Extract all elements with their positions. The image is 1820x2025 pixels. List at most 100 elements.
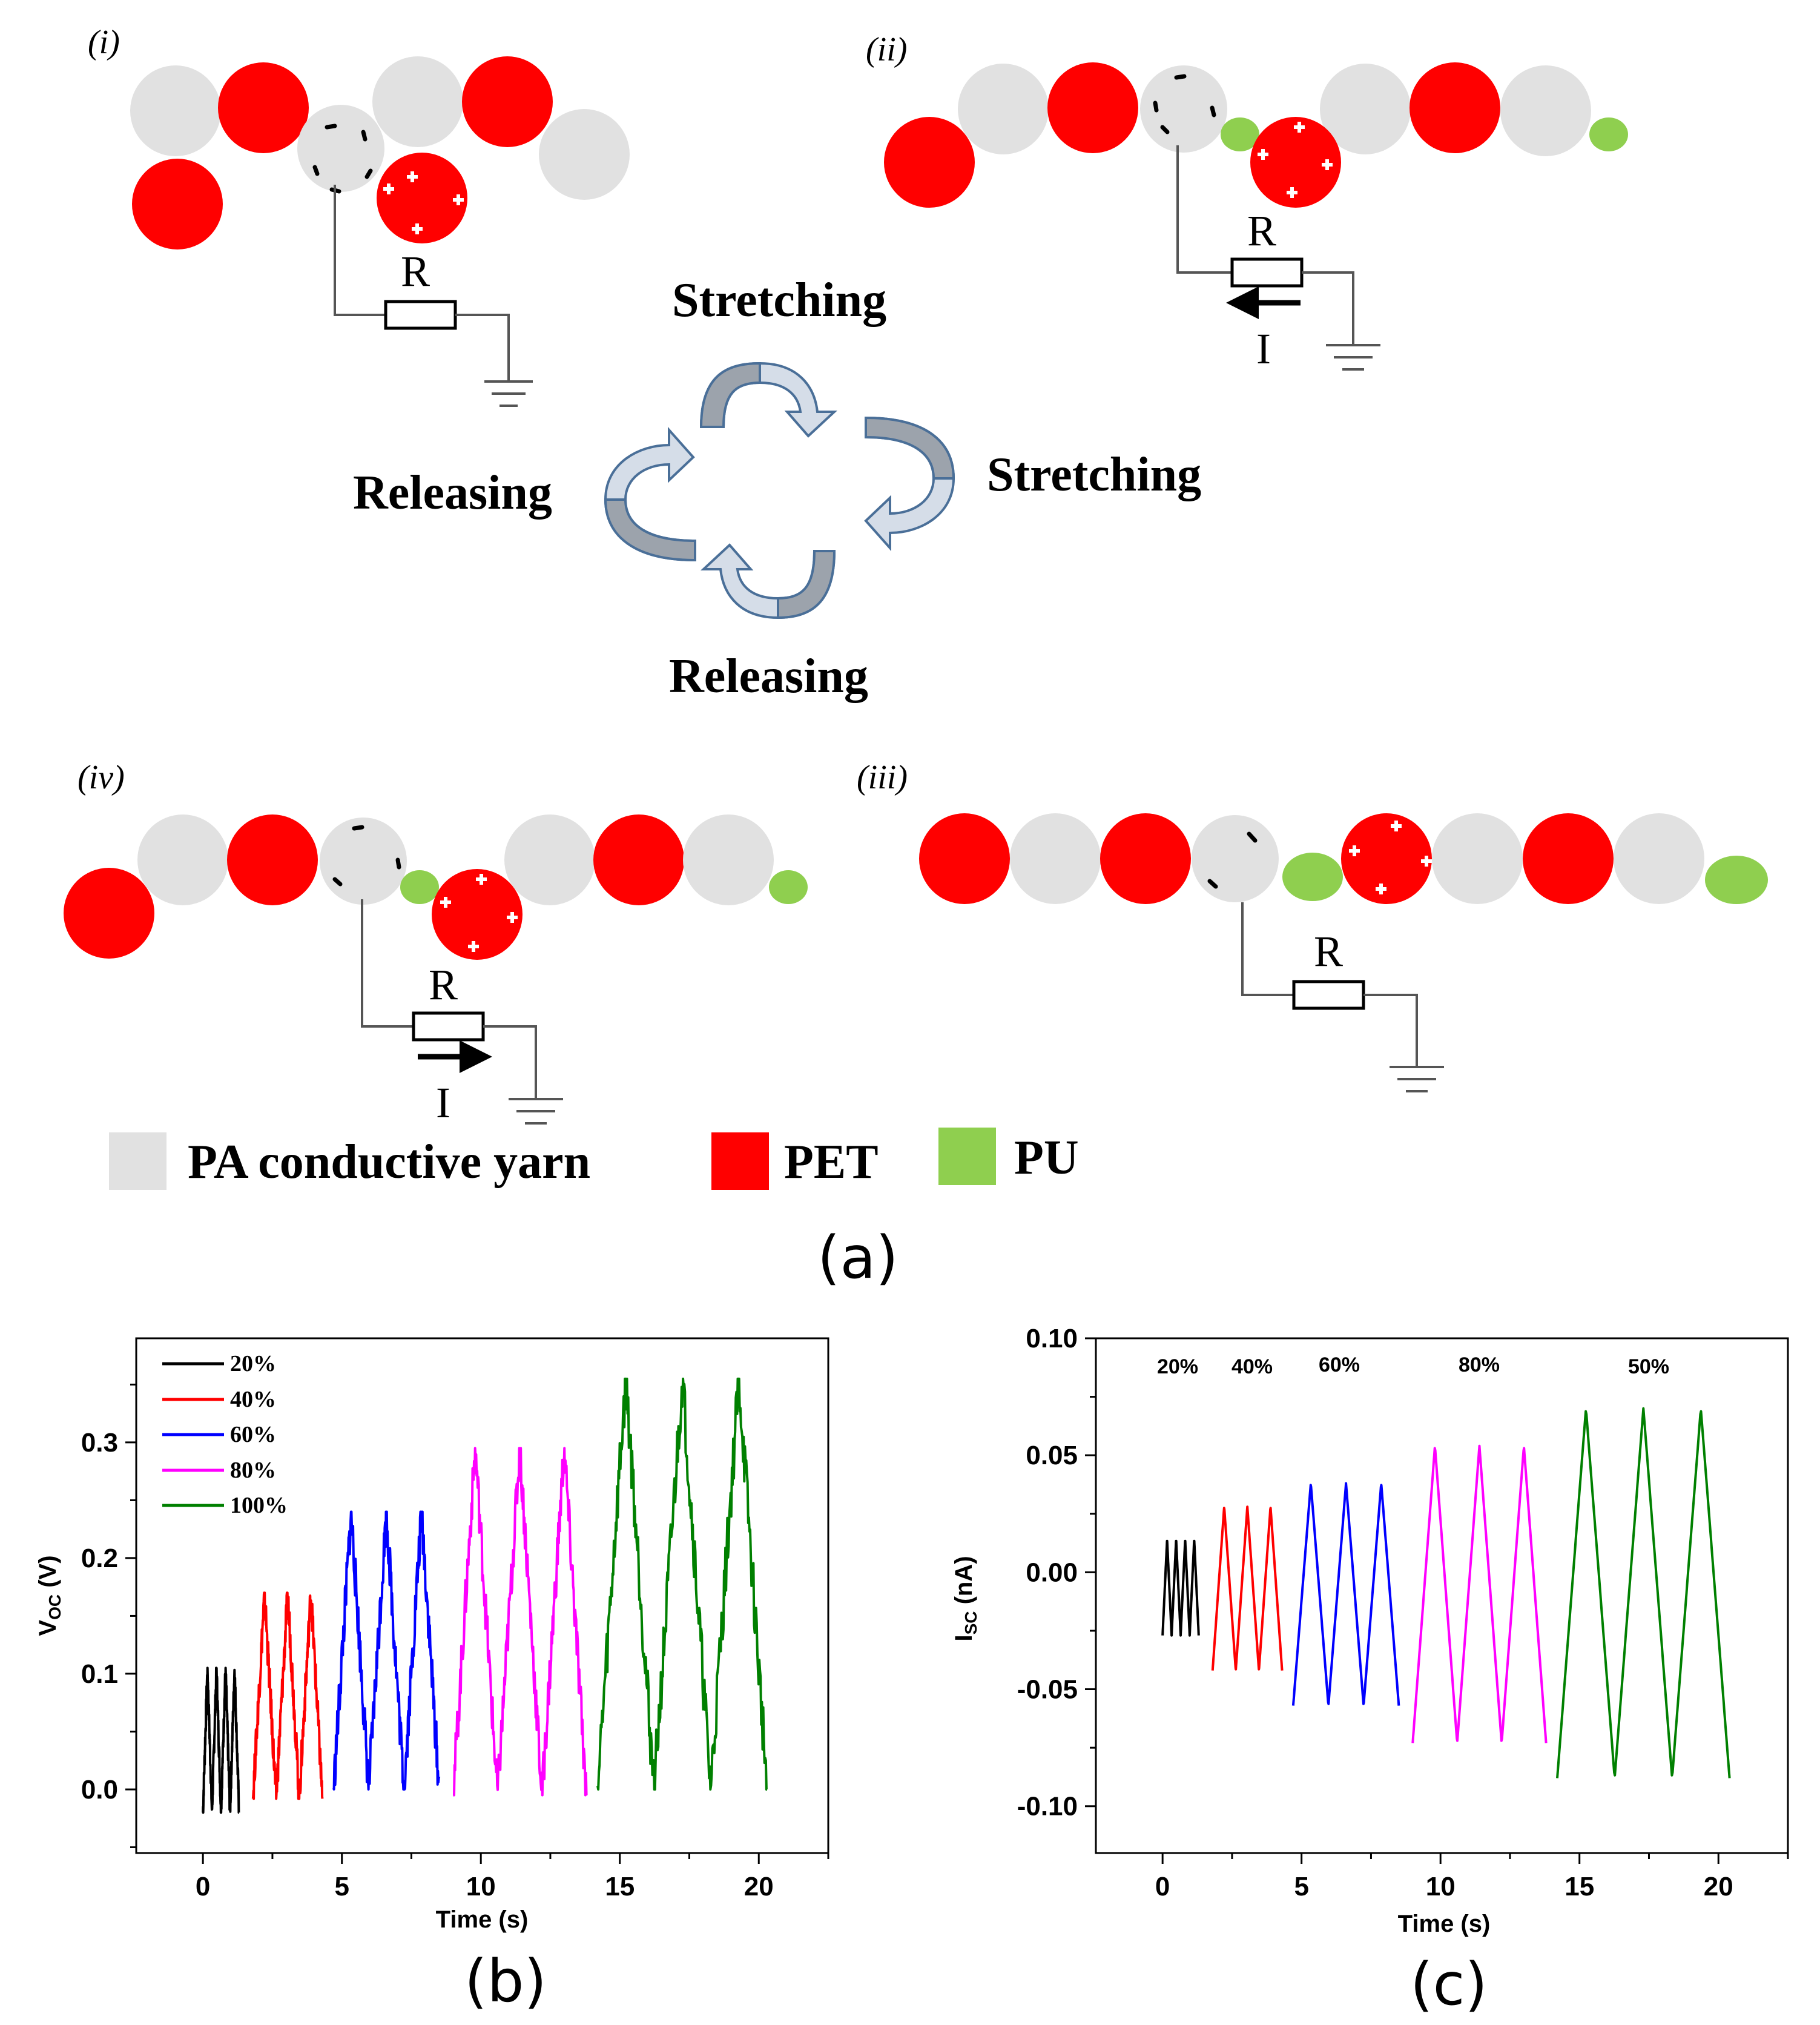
arrow-right-band xyxy=(865,416,955,480)
state-iii-label: (iii) xyxy=(857,759,908,796)
label-releasing-bottom: Releasing xyxy=(669,650,868,703)
pa-yarn-circle xyxy=(683,814,774,905)
annotation-80: 80% xyxy=(1459,1353,1500,1376)
x-tick-label: 20 xyxy=(1704,1872,1733,1901)
annotation-60: 60% xyxy=(1319,1353,1360,1376)
state-iv: (iv) xyxy=(64,759,808,1127)
series-line-100 xyxy=(1556,1407,1731,1779)
resistor-label: R xyxy=(1314,927,1343,976)
arrow-top-band xyxy=(699,362,761,428)
chart-c: 0 5 10 15 20 -0.10 -0.05 0.00 0.05 0.10 20% 40% 6… xyxy=(951,1324,1789,2018)
x-tick-label: 20 xyxy=(744,1872,774,1901)
legend-label-pu: PU xyxy=(1014,1131,1079,1184)
pet-circle xyxy=(1410,62,1500,153)
legend-label-60: 60% xyxy=(230,1422,276,1447)
pu-particle xyxy=(769,870,808,904)
positive-charges xyxy=(440,874,518,952)
series-line-80 xyxy=(1411,1444,1548,1743)
legend-label-20: 20% xyxy=(230,1351,276,1376)
x-tick-label: 10 xyxy=(466,1872,496,1901)
chart-b-ticks: 0 5 10 15 20 0.0 0.1 0.2 0.3 xyxy=(81,1383,829,1901)
pet-circle xyxy=(462,56,553,147)
resistor-label: R xyxy=(401,247,430,296)
pa-yarn-circle xyxy=(1320,64,1411,154)
series-line-100 xyxy=(596,1377,768,1791)
pet-circle-charged xyxy=(432,869,523,960)
series-line-20 xyxy=(202,1667,240,1814)
y-tick-label: 0.3 xyxy=(81,1428,118,1458)
chart-b-legend: 20% 40% 60% 80% 100% xyxy=(162,1351,288,1518)
legend-label-100: 100% xyxy=(230,1493,288,1518)
negative-charges xyxy=(1153,74,1216,134)
pa-yarn-circle xyxy=(1010,813,1101,904)
y-tick-label: 0.0 xyxy=(81,1775,118,1805)
label-stretching-right: Stretching xyxy=(987,448,1201,501)
y-tick-label: 0.2 xyxy=(81,1544,118,1573)
state-iv-label: (iv) xyxy=(77,759,125,796)
y-tick-label: -0.05 xyxy=(1017,1675,1078,1705)
chart-c-ticks: 0 5 10 15 20 -0.10 -0.05 0.00 0.05 0.10 xyxy=(1017,1324,1789,1901)
y-tick-label: 0.1 xyxy=(81,1659,118,1689)
chart-c-frame xyxy=(1095,1337,1789,1854)
state-i-label: (i) xyxy=(88,24,120,61)
pet-circle xyxy=(919,813,1010,904)
x-tick-label: 5 xyxy=(1294,1872,1308,1901)
pet-circle xyxy=(884,117,975,208)
pa-yarn-electrode xyxy=(1140,65,1227,153)
panel-c-label: (c) xyxy=(1410,1951,1488,2018)
chart-c-annotations: 20% 40% 60% 80% 50% xyxy=(1157,1353,1669,1378)
pa-yarn-circle xyxy=(539,109,630,200)
x-tick-label: 10 xyxy=(1426,1872,1456,1901)
pet-circle xyxy=(227,814,318,905)
chart-b-frame xyxy=(135,1337,829,1854)
series-line-40 xyxy=(1211,1505,1284,1671)
pet-circle xyxy=(64,868,154,959)
x-tick-label: 0 xyxy=(196,1872,210,1901)
pa-yarn-electrode xyxy=(320,818,407,905)
pu-particle xyxy=(400,870,439,904)
panel-a-label: (a) xyxy=(817,1224,898,1292)
x-tick-label: 15 xyxy=(1564,1872,1594,1901)
circuit xyxy=(1241,902,1444,1092)
cycle-arrows xyxy=(604,362,955,619)
chart-b-xlabel: Time (s) xyxy=(436,1906,529,1933)
chart-c-xlabel: Time (s) xyxy=(1398,1911,1491,1937)
pet-circle xyxy=(1100,813,1191,904)
pet-circle-charged xyxy=(377,153,467,243)
state-ii-label: (ii) xyxy=(866,31,907,68)
series-line-60 xyxy=(1291,1482,1400,1706)
arrow-left-band xyxy=(604,498,696,562)
x-tick-label: 0 xyxy=(1155,1872,1170,1901)
x-tick-label: 15 xyxy=(605,1872,635,1901)
y-tick-label: 0.00 xyxy=(1026,1558,1078,1587)
negative-charges xyxy=(332,825,401,887)
pu-particle xyxy=(1705,856,1768,904)
pu-particle xyxy=(1282,853,1343,901)
panel-a: (i) xyxy=(64,24,1768,1292)
arrow-bottom-band xyxy=(777,550,836,619)
y-tick-label: -0.10 xyxy=(1017,1792,1078,1822)
resistor-label: R xyxy=(1247,206,1276,255)
label-stretching-top: Stretching xyxy=(672,274,886,327)
chart-b: 0 5 10 15 20 0.0 0.1 0.2 0.3 20% 40% 60% 80% 100… xyxy=(35,1337,829,2015)
series-line-60 xyxy=(332,1510,441,1791)
pa-yarn-circle xyxy=(1432,813,1523,904)
pu-particle xyxy=(1221,117,1259,151)
pa-yarn-circle xyxy=(1614,813,1704,904)
pu-particle xyxy=(1589,117,1628,151)
state-i: (i) xyxy=(88,24,630,407)
current-label: I xyxy=(436,1079,450,1127)
pet-circle-charged xyxy=(1341,813,1432,904)
pet-circle xyxy=(132,159,223,249)
pa-yarn-circle xyxy=(958,64,1049,154)
circuit xyxy=(361,899,563,1125)
circuit xyxy=(1176,145,1380,371)
legend-label-80: 80% xyxy=(230,1458,276,1483)
series-line-40 xyxy=(251,1591,324,1800)
pet-circle xyxy=(1523,813,1614,904)
positive-charges xyxy=(1349,821,1432,894)
negative-charges xyxy=(1207,831,1258,889)
legend-label-pet: PET xyxy=(784,1135,879,1189)
series-line-80 xyxy=(452,1447,588,1797)
